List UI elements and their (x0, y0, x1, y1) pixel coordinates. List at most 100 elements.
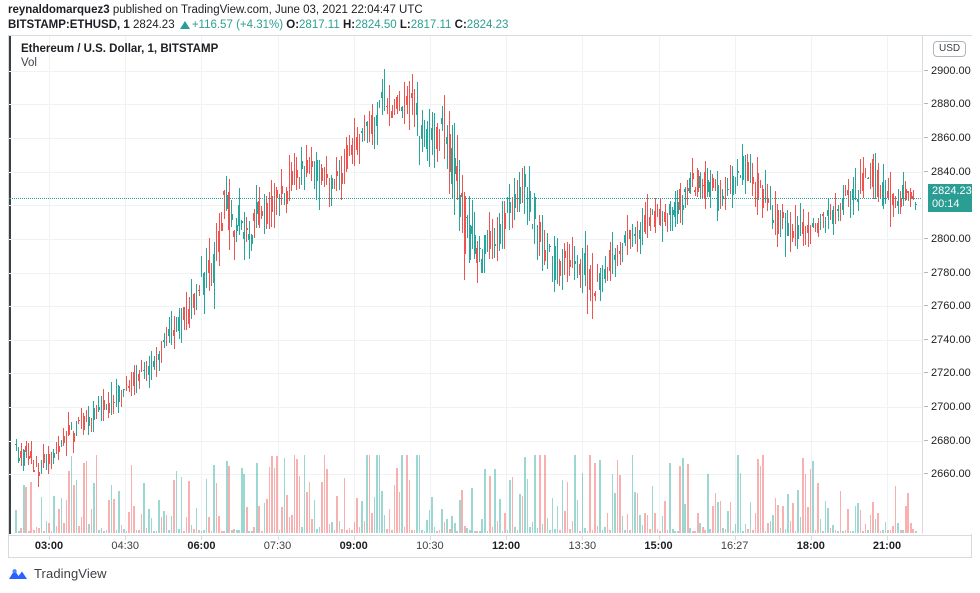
volume-bar (804, 473, 807, 533)
volume-bar (757, 458, 759, 533)
volume-bar (293, 455, 296, 533)
candle-wick (474, 211, 476, 259)
candle-body (606, 269, 609, 278)
high-value: 2824.50 (355, 18, 397, 31)
candle-body (190, 294, 193, 308)
volume-bar (248, 530, 251, 533)
candle-body (98, 406, 100, 410)
candle-body (258, 201, 261, 226)
price-plot-area[interactable]: Ethereum / U.S. Dollar, 1, BITSTAMP Vol (9, 36, 923, 534)
candle-body (862, 173, 864, 191)
candle-body (471, 225, 474, 234)
volume-bar (526, 479, 529, 533)
volume-bar (679, 465, 681, 533)
candle-body (403, 90, 406, 110)
volume-bar (108, 499, 110, 533)
high-label: H: (342, 18, 356, 31)
volume-bar (639, 515, 641, 533)
volume-bar (792, 503, 794, 533)
candle-body (53, 452, 55, 458)
time-tick-label: 03:00 (34, 540, 64, 552)
volume-bar (93, 483, 95, 533)
candle-body (346, 145, 348, 169)
candle-body (368, 112, 371, 131)
candle-body (774, 205, 777, 230)
gridline-horizontal (9, 373, 922, 375)
candle-body (909, 191, 912, 199)
candle-wick (669, 201, 671, 232)
volume-bar (894, 485, 897, 533)
volume-bar (704, 530, 707, 533)
volume-bar (125, 530, 128, 533)
triangle-up-icon (179, 20, 190, 29)
volume-bar (283, 457, 286, 533)
volume-bar (403, 526, 406, 533)
volume-bar (699, 523, 702, 533)
volume-bar (333, 529, 336, 533)
candle-body (276, 190, 278, 198)
volume-bar (862, 530, 864, 533)
candle-body (639, 230, 641, 239)
volume-bar (413, 530, 416, 533)
candle-body (621, 243, 624, 247)
volume-bar (772, 515, 774, 533)
volume-bar (78, 526, 80, 533)
volume-bar (278, 530, 281, 533)
volume-bar (599, 459, 601, 533)
candle-body (316, 159, 318, 181)
candle-body (281, 185, 283, 194)
volume-bar (549, 530, 551, 533)
candle-body (353, 134, 356, 160)
candle-body (729, 181, 732, 193)
volume-bar (834, 530, 837, 533)
candle-wick (98, 396, 100, 412)
candle-body (70, 427, 73, 431)
candle-body (188, 308, 190, 324)
candle-body (777, 209, 779, 234)
volume-bar (90, 509, 93, 533)
time-axis[interactable]: 03:00 04:30 06:00 07:30 09:00 10:30 12:00 13:30… (9, 535, 971, 557)
candle-body (564, 250, 566, 259)
candle-body (636, 230, 639, 244)
candle-body (634, 234, 636, 236)
candle-body (308, 159, 311, 170)
candle-body (511, 197, 514, 216)
candle-wick (734, 176, 736, 194)
attribution-header: reynaldomarquez3 published on TradingVie… (0, 0, 980, 33)
candle-wick (361, 128, 363, 142)
volume-bar (722, 528, 724, 533)
price-axis[interactable]: USD 2900.00 2880.00 2860.00 2840.00 2800.00 2… (924, 36, 972, 534)
candle-body (519, 186, 521, 204)
volume-bar (546, 518, 549, 533)
candle-body (691, 172, 694, 180)
candle-body (747, 161, 749, 181)
candle-body (757, 172, 759, 200)
candle-body (686, 188, 689, 191)
last-price: 2824.23 (133, 18, 175, 31)
volume-bar (32, 530, 35, 533)
candle-body (115, 390, 118, 399)
gridline-horizontal (9, 70, 922, 72)
volume-bar (446, 518, 448, 533)
volume-bar (754, 512, 757, 533)
candle-body (293, 167, 296, 179)
gridline-vertical (353, 36, 355, 534)
volume-bar (303, 455, 306, 533)
time-tick-label: 07:30 (263, 540, 292, 552)
volume-bar (884, 521, 887, 533)
candle-body (461, 192, 464, 198)
volume-bar (847, 508, 849, 533)
gridline-vertical (810, 36, 812, 534)
candle-body (153, 361, 155, 367)
volume-bar (837, 531, 839, 533)
candle-body (842, 199, 844, 211)
currency-pill[interactable]: USD (933, 41, 967, 57)
volume-bar (263, 503, 266, 533)
candle-body (371, 115, 373, 134)
candle-body (879, 187, 882, 199)
volume-bar (534, 455, 536, 533)
candle-body (787, 222, 789, 236)
candle-body (220, 222, 223, 231)
volume-bar (494, 469, 496, 533)
candle-wick (614, 248, 616, 278)
